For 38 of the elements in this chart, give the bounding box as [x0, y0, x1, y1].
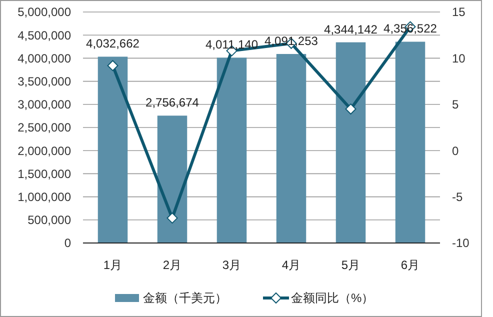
- bar: [336, 42, 366, 243]
- y-tick-label: 5,000,000: [18, 5, 72, 20]
- bar: [276, 54, 306, 243]
- data-label: 4,344,142: [324, 22, 378, 36]
- x-tick-label: 1月: [103, 258, 122, 272]
- bar: [216, 58, 247, 243]
- y-tick-label: 500,000: [28, 213, 72, 228]
- y2-tick-label: 15: [452, 5, 466, 20]
- point: [166, 212, 178, 224]
- data-label: 4,032,662: [86, 36, 140, 51]
- x-tick-label: 6月: [400, 258, 420, 272]
- y2-tick-label: 0: [452, 144, 459, 158]
- y-tick-label: 3,000,000: [18, 98, 72, 112]
- point: [107, 60, 118, 72]
- y-tick-label: 4,500,000: [18, 28, 72, 42]
- data-label: 4,011,140: [206, 38, 258, 52]
- x-tick-label: 3月: [222, 258, 242, 272]
- y-tick-label: 4,000,000: [18, 51, 72, 66]
- y-tick-label: 2,000,000: [18, 144, 72, 158]
- bar: [98, 56, 128, 243]
- y-tick-label: 0: [64, 236, 72, 250]
- bar: [157, 116, 188, 243]
- x-tick-label: 2月: [162, 258, 182, 272]
- y2-tick-label: 5: [452, 98, 459, 112]
- y2-tick-label: 10: [452, 51, 466, 66]
- x-tick-label: 4月: [282, 258, 301, 272]
- y-tick-label: 1,000,000: [18, 190, 72, 204]
- data-label: 2,756,674: [146, 96, 200, 110]
- y-tick-label: 1,500,000: [18, 166, 72, 181]
- legend-label: 金额（千美元）: [143, 291, 227, 306]
- y-tick-label: 3,500,000: [18, 74, 72, 88]
- y2-tick-label: -10: [452, 236, 470, 250]
- bar: [395, 42, 426, 243]
- y2-tick-label: -5: [452, 190, 463, 204]
- y-tick-label: 2,500,000: [18, 120, 72, 135]
- x-tick-label: 5月: [341, 258, 360, 272]
- legend-label: 金额同比（%）: [291, 291, 374, 306]
- point: [345, 104, 356, 115]
